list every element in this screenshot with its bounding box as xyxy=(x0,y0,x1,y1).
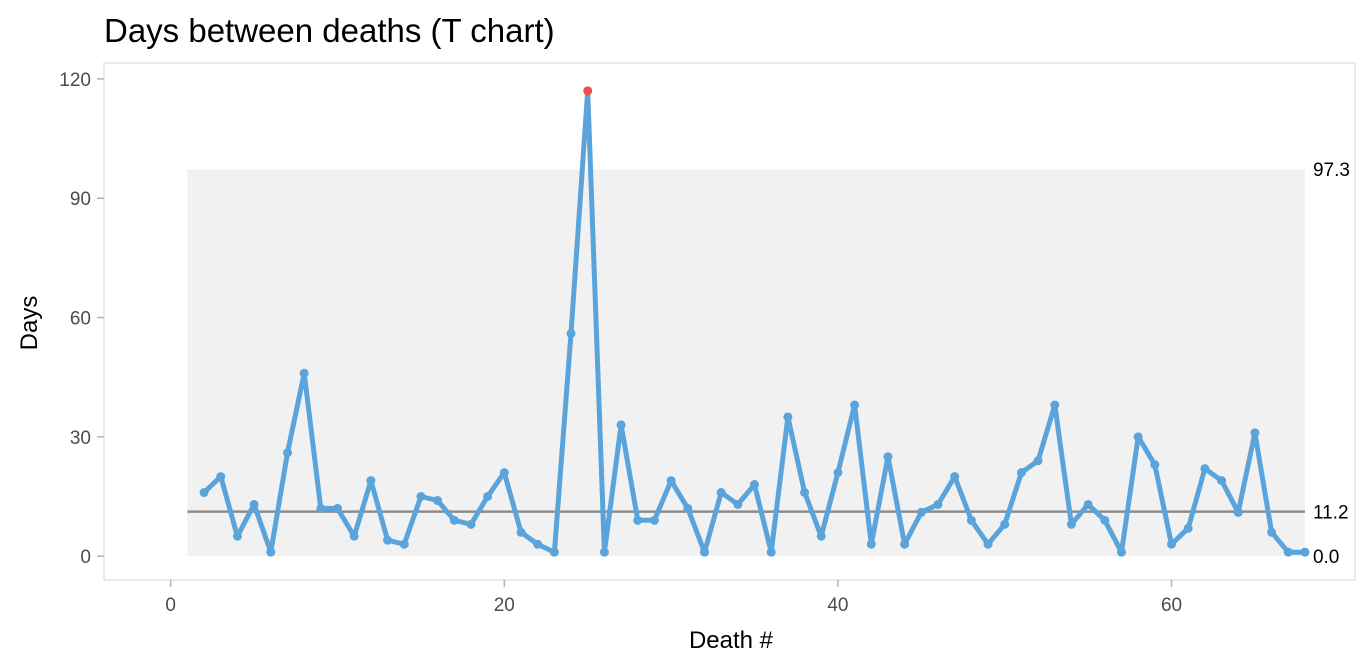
data-point xyxy=(499,468,509,478)
data-point xyxy=(483,491,493,501)
data-point xyxy=(850,400,860,410)
x-tick-label: 40 xyxy=(827,595,848,616)
data-point xyxy=(1267,527,1277,537)
data-point xyxy=(249,499,259,509)
data-point xyxy=(232,531,242,541)
x-tick-label: 0 xyxy=(165,595,176,616)
center-line-label: 11.2 xyxy=(1313,503,1349,524)
data-point xyxy=(383,535,393,545)
data-point xyxy=(516,527,526,537)
x-axis-title: Death # xyxy=(689,627,774,654)
data-point xyxy=(1100,515,1110,525)
data-point xyxy=(299,368,309,378)
data-point xyxy=(1000,519,1010,529)
data-point xyxy=(983,539,993,549)
data-point xyxy=(216,472,226,482)
data-point xyxy=(1016,468,1026,478)
data-point xyxy=(449,515,459,525)
y-tick-label: 30 xyxy=(70,428,91,449)
data-point xyxy=(1133,432,1143,442)
data-point xyxy=(1233,507,1243,517)
data-point xyxy=(800,488,810,498)
data-point xyxy=(266,547,276,557)
data-point xyxy=(333,503,343,513)
data-point xyxy=(1167,539,1177,549)
data-point xyxy=(416,491,426,501)
panel-border xyxy=(103,62,1356,581)
data-point xyxy=(282,448,292,458)
signal-point xyxy=(583,86,593,96)
data-point xyxy=(366,476,376,486)
data-point xyxy=(716,488,726,498)
y-axis-title: Days xyxy=(16,296,43,351)
data-point xyxy=(433,495,443,505)
data-point xyxy=(683,503,693,513)
data-point xyxy=(883,452,893,462)
data-point xyxy=(1283,547,1293,557)
data-point xyxy=(199,488,209,498)
data-point xyxy=(549,547,559,557)
data-point xyxy=(1033,456,1043,466)
data-point xyxy=(1183,523,1193,533)
data-point xyxy=(699,547,709,557)
data-point xyxy=(399,539,409,549)
chart-title: Days between deaths (T chart) xyxy=(104,12,555,49)
y-tick-label: 60 xyxy=(70,309,91,330)
x-tick-label: 20 xyxy=(494,595,515,616)
data-point xyxy=(466,519,476,529)
data-point xyxy=(599,547,609,557)
data-point xyxy=(950,472,960,482)
data-point xyxy=(733,499,743,509)
data-point xyxy=(633,515,643,525)
data-point xyxy=(766,547,776,557)
data-point xyxy=(1116,547,1126,557)
data-point xyxy=(866,539,876,549)
data-point xyxy=(1200,464,1210,474)
data-point xyxy=(1050,400,1060,410)
data-point xyxy=(1066,519,1076,529)
data-point xyxy=(1300,547,1310,557)
data-point xyxy=(649,515,659,525)
data-point xyxy=(616,420,626,430)
lower-limit-label: 0.0 xyxy=(1313,547,1339,568)
data-point xyxy=(916,507,926,517)
data-point xyxy=(566,328,576,338)
data-point xyxy=(966,515,976,525)
data-point xyxy=(316,503,326,513)
y-tick-label: 0 xyxy=(80,547,91,568)
upper-limit-label: 97.3 xyxy=(1313,160,1350,181)
data-point xyxy=(900,539,910,549)
data-point xyxy=(1150,460,1160,470)
data-point xyxy=(349,531,359,541)
data-point xyxy=(750,480,760,490)
data-point xyxy=(666,476,676,486)
plot-area: 0 30 60 90 120 0 20 40 60 97.3 11.2 0.0 xyxy=(59,62,1356,616)
y-tick-label: 120 xyxy=(59,70,91,91)
data-point xyxy=(1250,428,1260,438)
data-point xyxy=(933,499,943,509)
data-point xyxy=(783,412,793,422)
x-tick-label: 60 xyxy=(1161,595,1182,616)
data-point xyxy=(833,468,843,478)
data-point xyxy=(533,539,543,549)
y-tick-label: 90 xyxy=(70,189,91,210)
data-point xyxy=(1217,476,1227,486)
data-point xyxy=(816,531,826,541)
data-point xyxy=(1083,499,1093,509)
